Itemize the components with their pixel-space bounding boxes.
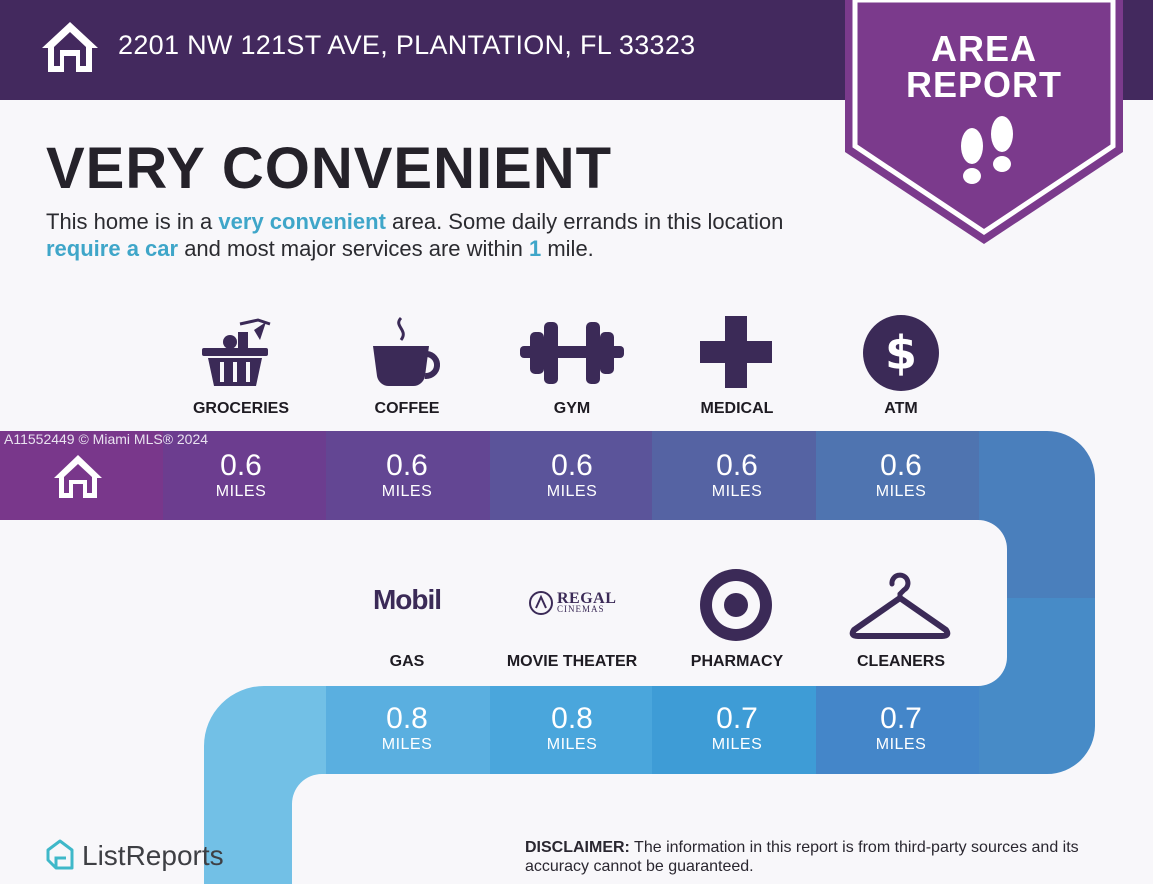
category-label: GAS <box>389 653 425 670</box>
category-label: GROCERIES <box>192 400 289 417</box>
grocery-basket-icon <box>202 318 271 386</box>
mls-watermark: A11552449 © Miami MLS® 2024 <box>4 431 209 447</box>
listreports-brand: ListReports <box>82 840 224 871</box>
distance-value: 0.6 <box>716 449 758 482</box>
page-title: VERY CONVENIENT <box>46 136 613 201</box>
distance-pharmacy: 0.7 MILES <box>655 703 819 755</box>
distance-value: 0.7 <box>880 702 922 735</box>
badge-title-line1: AREA <box>930 28 1037 69</box>
target-icon <box>700 569 772 641</box>
summary-highlight: 1 <box>528 236 542 261</box>
category-label: GYM <box>553 400 591 417</box>
distance-value: 0.6 <box>551 449 593 482</box>
distance-atm: 0.6 MILES <box>819 450 983 502</box>
summary-part: and most major services are within <box>178 236 529 261</box>
distance-value: 0.7 <box>716 702 758 735</box>
distance-unit: MILES <box>215 483 267 500</box>
distance-value: 0.6 <box>220 449 262 482</box>
regal-logo-text: REGAL <box>557 590 617 607</box>
distance-gas: 0.8 MILES <box>325 703 489 755</box>
category-label: COFFEE <box>374 400 440 417</box>
distance-value: 0.8 <box>551 702 593 735</box>
disclaimer: DISCLAIMER: The information in this repo… <box>525 838 1135 876</box>
medical-cross-icon <box>700 316 772 388</box>
home-start-icon <box>54 455 102 498</box>
hanger-icon <box>849 572 951 639</box>
distance-value: 0.6 <box>880 449 922 482</box>
badge-title-line2: REPORT <box>905 64 1062 105</box>
property-address: 2201 NW 121ST AVE, PLANTATION, FL 33323 <box>118 30 696 60</box>
category-label: MOVIE THEATER <box>506 653 638 670</box>
dollar-icon: $ <box>863 315 939 391</box>
distance-unit: MILES <box>381 736 433 753</box>
distance-movie-theater: 0.8 MILES <box>490 703 654 755</box>
svg-text:$: $ <box>885 326 917 380</box>
summary-highlight: require a car <box>46 236 179 261</box>
distance-cleaners: 0.7 MILES <box>819 703 983 755</box>
summary-part: This home is in a <box>46 209 219 234</box>
distance-medical: 0.6 MILES <box>655 450 819 502</box>
summary-part: area. Some daily errands in this locatio… <box>385 209 784 234</box>
distance-unit: MILES <box>546 483 598 500</box>
summary-highlight: very convenient <box>218 209 386 234</box>
category-label: CLEANERS <box>856 653 945 670</box>
mobil-logo: Mobil <box>372 584 442 615</box>
category-label: PHARMACY <box>690 653 784 670</box>
distance-unit: MILES <box>875 483 927 500</box>
distance-unit: MILES <box>711 736 763 753</box>
dumbbell-icon <box>520 322 624 384</box>
regal-crest-icon <box>529 591 553 615</box>
distance-unit: MILES <box>875 736 927 753</box>
coffee-cup-icon <box>373 316 441 387</box>
disclaimer-text: The information in this report is from t… <box>525 839 1079 875</box>
disclaimer-label: DISCLAIMER: <box>525 839 630 856</box>
distance-coffee: 0.6 MILES <box>325 450 489 502</box>
category-label: MEDICAL <box>700 400 774 417</box>
distance-value: 0.6 <box>386 449 428 482</box>
summary-text: This home is in a very convenient area. … <box>46 208 836 262</box>
distance-unit: MILES <box>381 483 433 500</box>
house-icon <box>42 22 98 72</box>
distance-groceries: 0.6 MILES <box>159 450 323 502</box>
area-report-badge <box>845 0 1123 244</box>
distance-unit: MILES <box>546 736 598 753</box>
distance-unit: MILES <box>711 483 763 500</box>
summary-part: mile. <box>541 236 594 261</box>
category-label: ATM <box>884 400 918 417</box>
regal-logo-subtext: CINEMAS <box>557 604 605 614</box>
distance-value: 0.8 <box>386 702 428 735</box>
listreports-logo-icon <box>46 839 74 870</box>
distance-gym: 0.6 MILES <box>490 450 654 502</box>
footprints-icon <box>961 116 1013 184</box>
